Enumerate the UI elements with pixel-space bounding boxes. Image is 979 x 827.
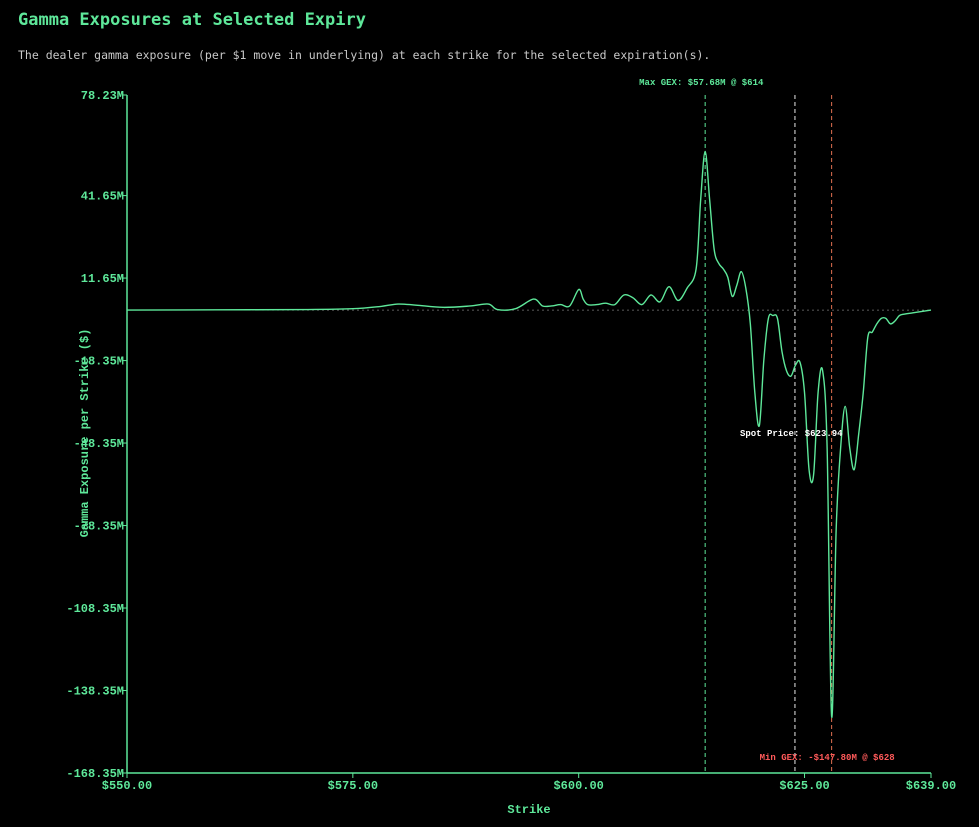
y-tick-label: -168.35M — [66, 767, 124, 781]
y-tick-label: -18.35M — [74, 355, 124, 369]
spot-price-annotation: Spot Price: $623.94 — [740, 429, 843, 439]
min-gex-annotation: Min GEX: -$147.80M @ $628 — [760, 753, 895, 763]
x-tick-label: $639.00 — [906, 779, 956, 793]
gamma-exposure-series-line — [126, 150, 932, 718]
max-gex-annotation: Max GEX: $57.68M @ $614 — [639, 78, 764, 88]
x-axis-title: Strike — [507, 803, 550, 817]
y-tick-label: -138.35M — [66, 685, 124, 699]
x-tick-label: $550.00 — [102, 779, 152, 793]
chart-subtitle: The dealer gamma exposure (per $1 move i… — [18, 48, 711, 62]
x-tick-label: $600.00 — [553, 779, 603, 793]
x-tick-label: $575.00 — [328, 779, 378, 793]
y-tick-label: 11.65M — [81, 272, 124, 286]
chart-title: Gamma Exposures at Selected Expiry — [18, 10, 366, 30]
y-tick-label: 78.23M — [81, 89, 124, 103]
y-axis-title: Gamma Exposure per Strike ($) — [78, 329, 92, 538]
x-tick-label: $625.00 — [779, 779, 829, 793]
y-tick-label: -48.35M — [74, 437, 124, 451]
y-tick-label: 41.65M — [81, 190, 124, 204]
y-tick-label: -78.35M — [74, 520, 124, 534]
y-tick-label: -108.35M — [66, 602, 124, 616]
